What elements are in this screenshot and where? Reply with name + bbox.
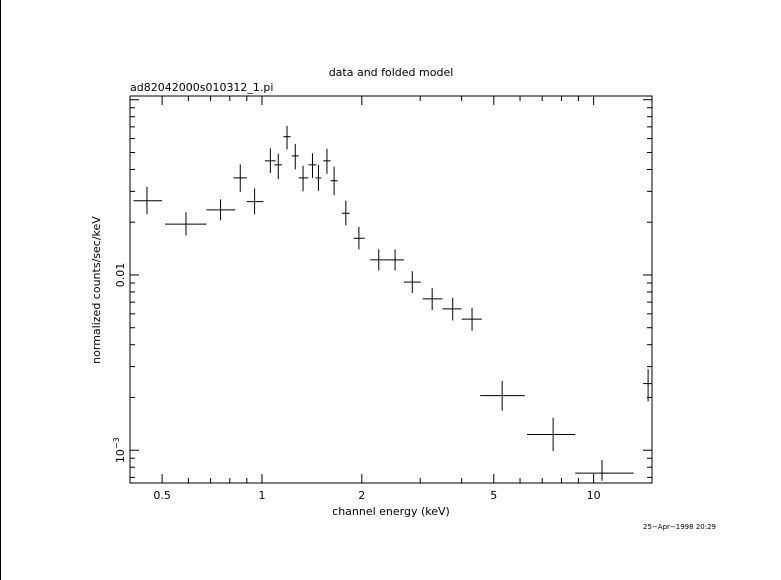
y-axis-tick-labels: 0.01 10−3 — [112, 263, 127, 463]
x-tick-label: 10 — [587, 489, 601, 502]
data-point — [461, 307, 482, 331]
x-tick-label: 2 — [358, 489, 365, 502]
x-axis-ticks — [129, 96, 595, 483]
chart-title: data and folded model — [329, 66, 454, 79]
data-point — [370, 249, 386, 271]
data-point — [274, 153, 283, 180]
y-axis-label: normalized counts/sec/keV — [90, 216, 103, 364]
data-point — [315, 164, 322, 191]
data-point — [480, 381, 525, 411]
data-point — [575, 459, 634, 481]
data-point — [385, 249, 404, 271]
data-point — [643, 369, 652, 402]
data-point — [291, 143, 299, 170]
data-points — [133, 125, 652, 481]
data-point — [442, 297, 462, 321]
data-point — [353, 226, 365, 250]
data-point — [330, 166, 338, 196]
x-axis-label: channel energy (keV) — [332, 505, 450, 518]
x-tick-label: 5 — [490, 489, 497, 502]
data-point — [308, 153, 317, 178]
data-point — [233, 164, 247, 192]
data-point — [246, 188, 264, 215]
data-point — [323, 148, 331, 174]
plot-frame — [129, 95, 653, 484]
data-point — [527, 417, 576, 451]
y-tick-label: 0.01 — [114, 263, 127, 288]
chart-subtitle: ad82042000s010312_1.pi — [130, 81, 273, 94]
data-point — [298, 165, 309, 192]
data-point — [164, 212, 207, 236]
data-point — [403, 271, 421, 293]
data-point — [283, 125, 291, 150]
y-axis-ticks — [130, 99, 652, 478]
y-tick-label-exponent: −3 — [112, 437, 121, 449]
x-tick-label: 0.5 — [153, 489, 171, 502]
data-point — [422, 288, 443, 311]
x-axis-tick-labels: 0.5 1 2 5 10 — [153, 489, 600, 502]
data-point — [341, 200, 350, 226]
data-point — [264, 148, 276, 173]
timestamp: 25−Apr−1998 20:29 — [643, 523, 716, 531]
data-point — [206, 199, 236, 221]
y-tick-label: 10−3 — [112, 437, 127, 463]
x-tick-label: 1 — [258, 489, 265, 502]
window-edge-line — [0, 0, 1, 580]
data-point — [133, 186, 163, 215]
